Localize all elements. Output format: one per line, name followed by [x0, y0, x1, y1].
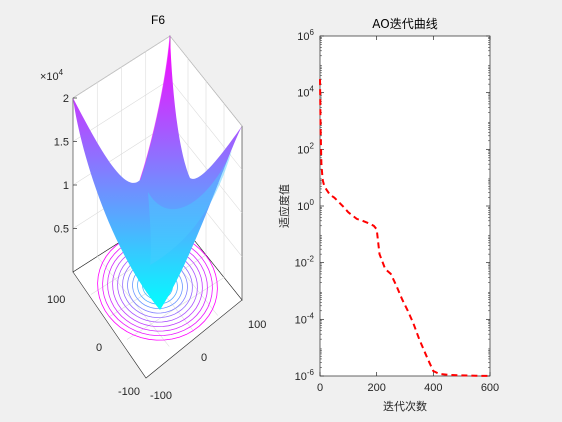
x-axis-label: 迭代次数	[383, 399, 427, 413]
surface-plot: F6 0.5 1 1.5 2 ×104 100 0 -100 100 0 -100	[40, 13, 266, 402]
z-axis-ticks: 0.5 1 1.5 2	[54, 93, 77, 236]
series-line	[319, 79, 491, 377]
x-tick-label: 100	[248, 319, 266, 331]
x-tick-label: 0	[201, 352, 207, 364]
y-tick-label: 106	[297, 28, 314, 43]
y-tick-label: 10-4	[295, 311, 315, 326]
y-tick-label: 102	[297, 141, 314, 156]
x-tick-label: 600	[481, 382, 499, 394]
y-tick-label: 0	[96, 342, 102, 354]
surface-ridge	[139, 35, 171, 181]
y-tick-label: 100	[47, 294, 65, 306]
y-tick-label: 104	[297, 85, 314, 100]
plot-area	[319, 35, 491, 377]
y-tick-label: 10-6	[295, 368, 315, 383]
z-tick-label: 2	[63, 93, 69, 105]
line-title: AO迭代曲线	[372, 17, 437, 31]
y-tick-label: 100	[297, 198, 314, 213]
x-tick-label: 0	[317, 382, 323, 394]
x-tick-label: 200	[367, 382, 385, 394]
z-exponent: ×104	[40, 68, 64, 83]
z-tick-label: 0.5	[54, 224, 69, 236]
y-axis-label: 适应度值	[277, 184, 291, 228]
z-tick-label: 1.5	[54, 137, 69, 149]
x-axis-ticks: 0 200 400 600	[317, 36, 499, 394]
surface-front-fold	[148, 150, 232, 265]
convergence-plot: AO迭代曲线 10-6 10-4 10-2 100 102 104 106 0 200 400 6…	[277, 17, 499, 413]
surface-title: F6	[151, 13, 165, 27]
y-axis-ticks: 10-6 10-4 10-2 100 102 104 106	[295, 28, 490, 383]
y-tick-label: -100	[118, 386, 140, 398]
y-tick-label: 10-2	[295, 255, 315, 270]
x-tick-label: 400	[424, 382, 442, 394]
z-tick-label: 1	[63, 180, 69, 192]
x-tick-label: -100	[150, 390, 172, 402]
surface	[73, 36, 242, 310]
